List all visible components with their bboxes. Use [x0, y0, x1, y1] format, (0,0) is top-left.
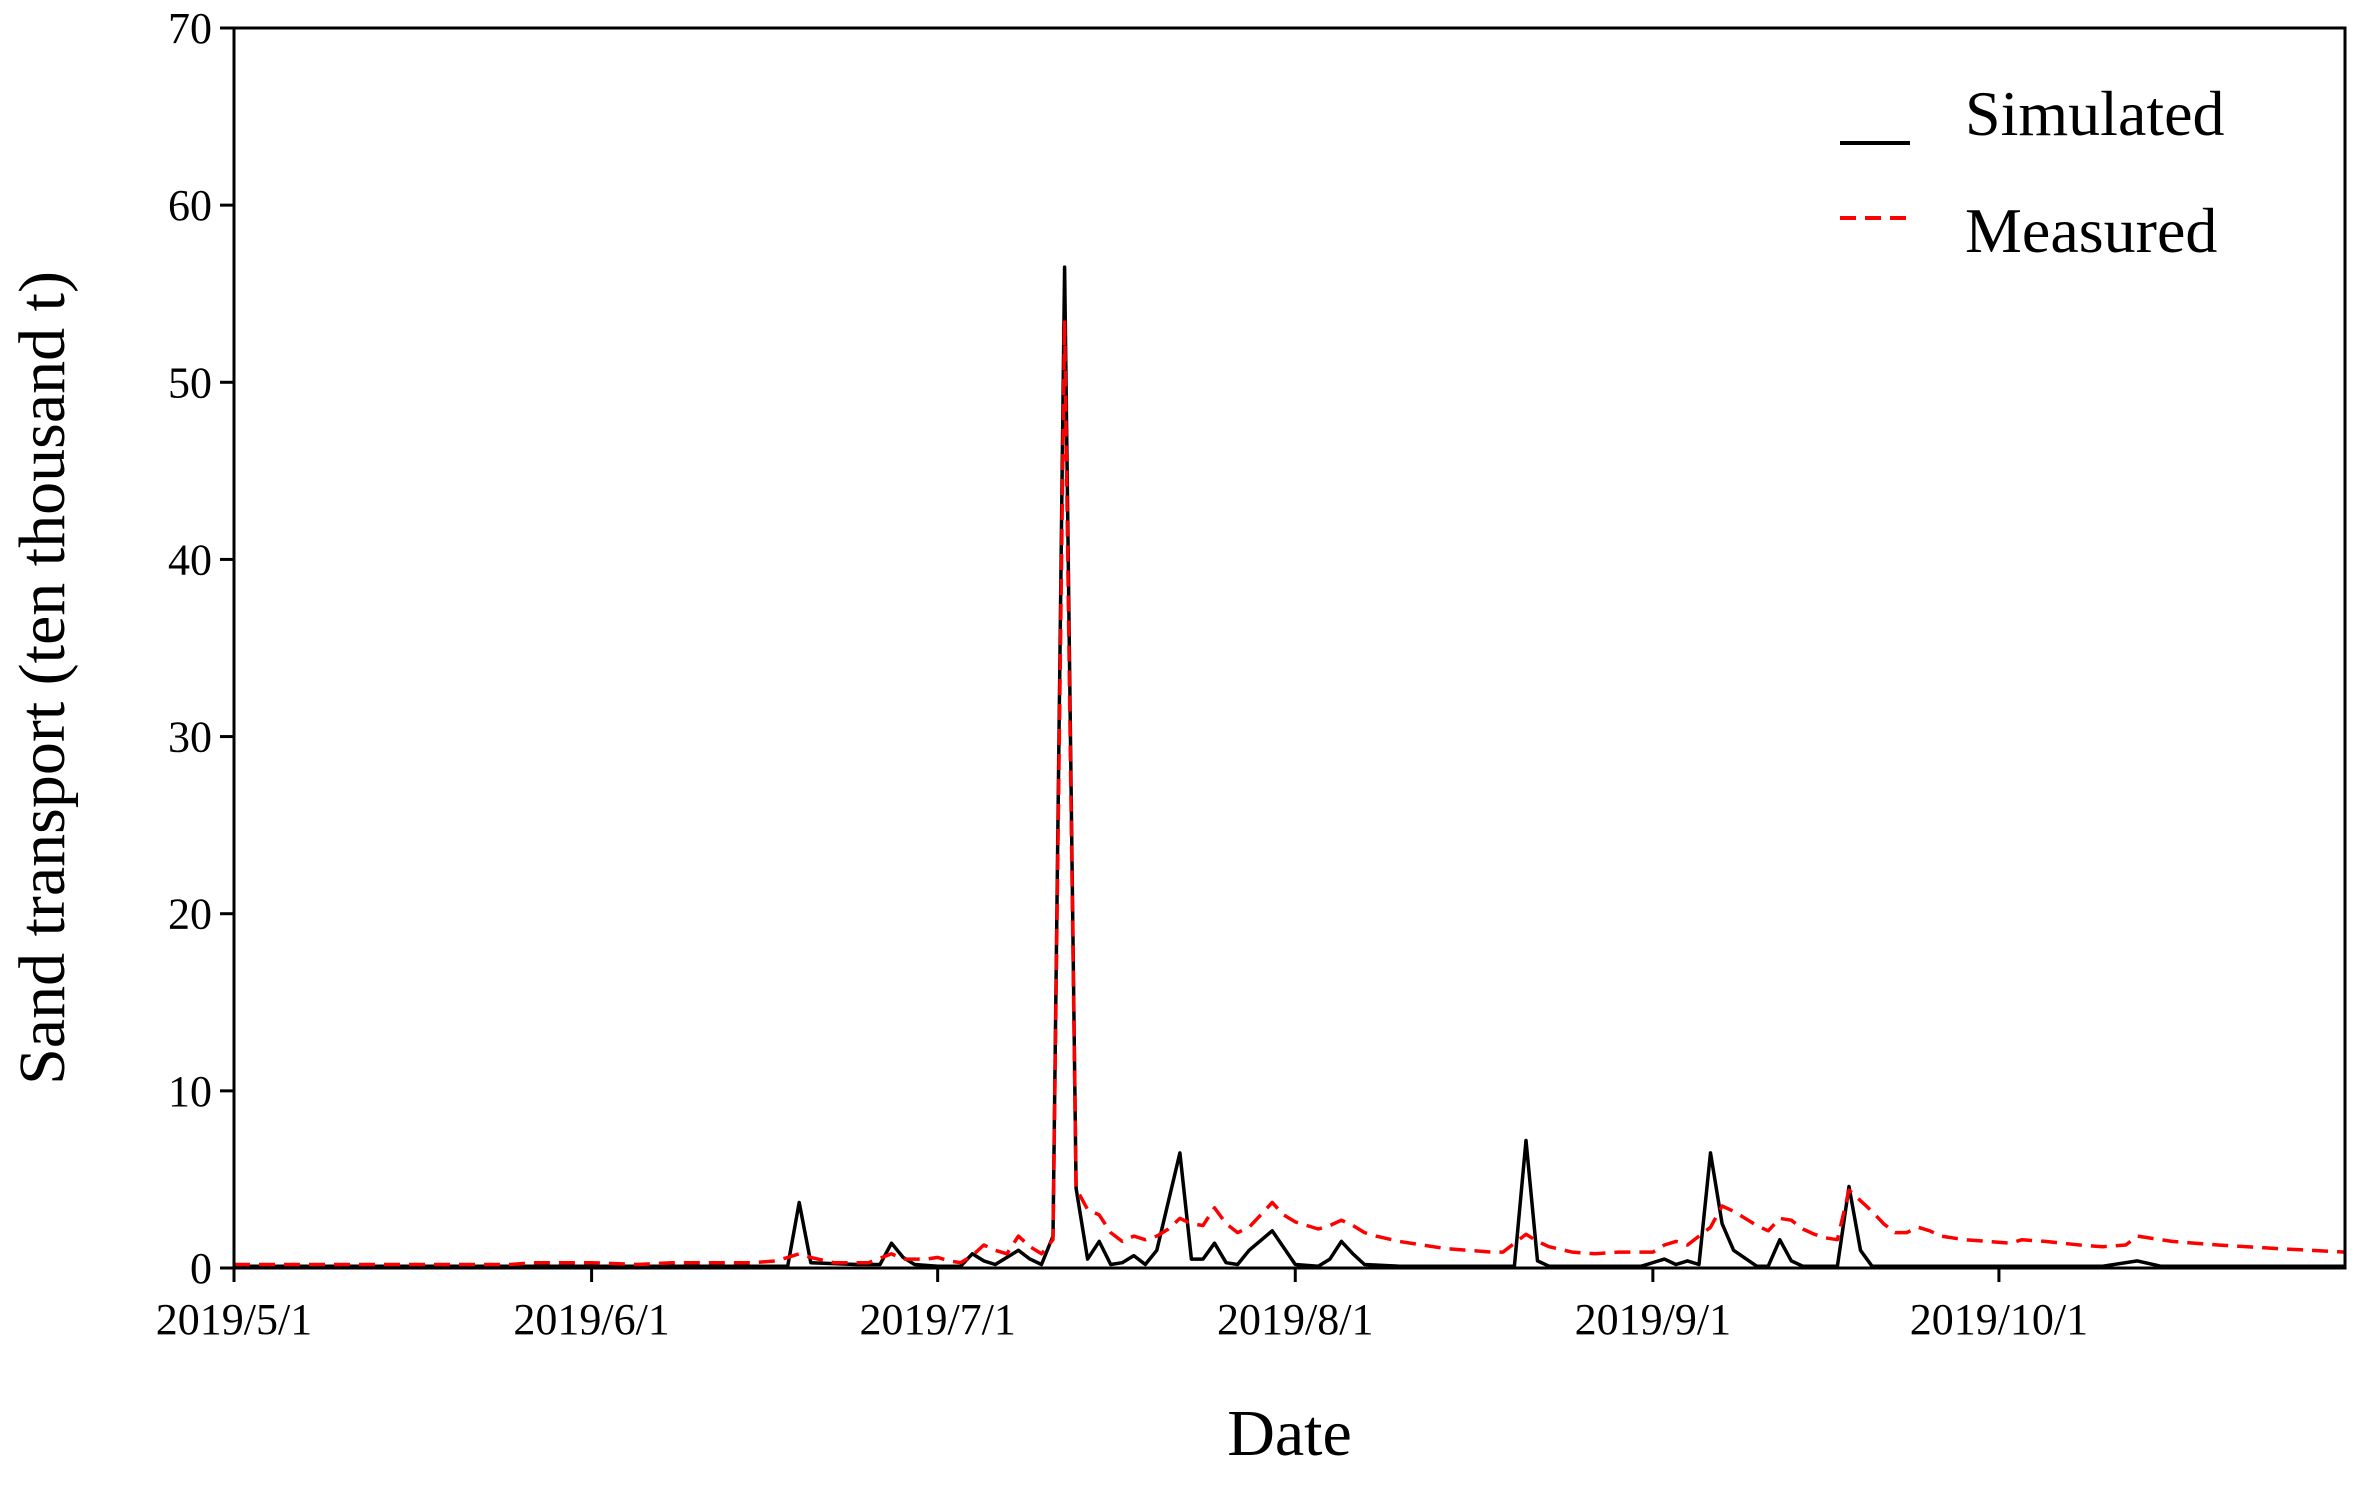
plot-frame: [232, 26, 2347, 1270]
y-tick-label: 70: [168, 4, 212, 53]
x-tick-label: 2019/8/1: [1217, 1295, 1373, 1344]
legend-label-measured: Measured: [1965, 195, 2217, 266]
x-axis-title: Date: [1227, 1397, 1352, 1470]
series-layer: [234, 265, 2346, 1268]
y-tick-label: 0: [190, 1244, 212, 1293]
y-tick-label: 40: [168, 535, 212, 584]
legend: Simulated Measured: [1840, 78, 2225, 266]
y-tick-label: 10: [168, 1067, 212, 1116]
legend-label-simulated: Simulated: [1965, 78, 2225, 149]
x-tick-label: 2019/10/1: [1910, 1295, 2088, 1344]
y-tick-label: 50: [168, 358, 212, 407]
x-tick-label: 2019/5/1: [156, 1295, 312, 1344]
x-tick-label: 2019/9/1: [1575, 1295, 1731, 1344]
x-tick-label: 2019/7/1: [859, 1295, 1015, 1344]
x-axis-ticks: 2019/5/1 2019/6/1 2019/7/1 2019/8/1 2019/9/1…: [156, 1268, 2088, 1344]
y-tick-label: 60: [168, 181, 212, 230]
y-tick-label: 30: [168, 713, 212, 762]
series-line-measured: [234, 318, 2346, 1267]
series-line-simulated: [234, 265, 2345, 1268]
y-axis-title: Sand transport (ten thousand t): [6, 271, 79, 1085]
y-tick-label: 20: [168, 890, 212, 939]
x-tick-label: 2019/6/1: [513, 1295, 669, 1344]
y-axis-ticks: 0 10 20 30 40 50 60 70: [168, 4, 234, 1293]
